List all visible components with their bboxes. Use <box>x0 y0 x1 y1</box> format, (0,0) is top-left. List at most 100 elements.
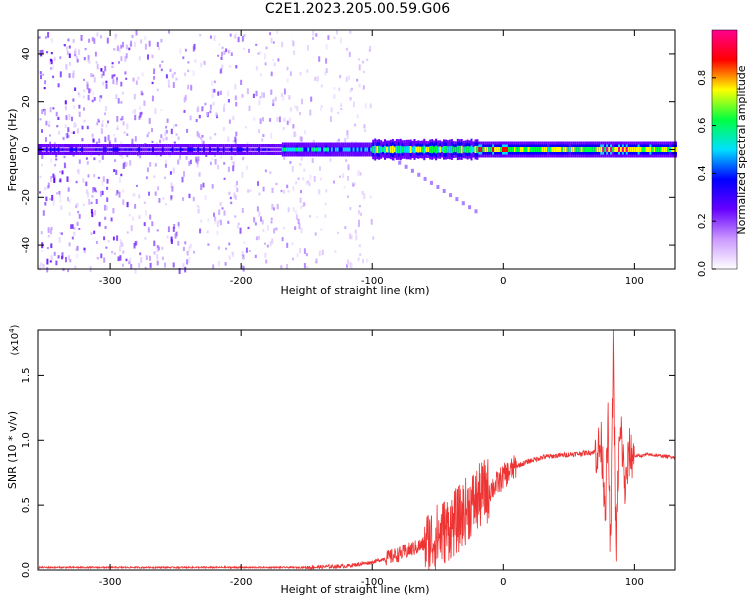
band-core <box>539 147 542 152</box>
noise-speckle <box>286 184 289 189</box>
noise-speckle <box>282 95 285 101</box>
noise-speckle <box>255 90 258 97</box>
band-core <box>500 147 502 152</box>
x-tick-label: 0 <box>500 276 506 287</box>
noise-speckle <box>76 202 79 207</box>
noise-speckle <box>115 94 118 100</box>
noise-speckle <box>120 81 123 87</box>
noise-speckle <box>349 97 352 101</box>
band-core <box>222 148 225 151</box>
noise-speckle <box>342 173 345 178</box>
band-core <box>126 148 129 151</box>
noise-speckle <box>102 176 105 182</box>
noise-speckle <box>358 58 360 61</box>
x-tick-label: 100 <box>625 276 644 287</box>
noise-speckle <box>287 190 290 193</box>
band-core <box>592 147 595 152</box>
noise-speckle <box>219 90 222 95</box>
snr-ticks: -300 -200 -100 0 100 0.0 0.5 1.0 1.5 <box>21 330 675 588</box>
noise-speckle <box>68 212 71 216</box>
noise-speckle <box>120 44 123 49</box>
snr-xlabel: Height of straight line (km) <box>280 583 429 596</box>
noise-speckle <box>185 156 188 160</box>
noise-speckle <box>188 246 191 253</box>
band-core <box>574 147 577 152</box>
noise-speckle <box>156 247 159 253</box>
noise-speckle <box>50 255 53 261</box>
noise-speckle <box>320 105 323 108</box>
band-core <box>641 147 644 152</box>
noise-speckle <box>86 161 89 165</box>
band-core <box>181 148 184 151</box>
noise-speckle <box>74 87 77 91</box>
band-core <box>301 147 304 152</box>
noise-speckle <box>116 77 118 82</box>
noise-speckle <box>119 255 122 261</box>
noise-speckle <box>164 163 167 168</box>
noise-speckle <box>145 176 148 180</box>
noise-speckle <box>223 50 226 55</box>
noise-speckle <box>300 136 303 142</box>
noise-speckle <box>139 252 142 256</box>
band-core <box>388 146 390 153</box>
noise-speckle <box>198 133 201 139</box>
noise-speckle <box>90 154 93 158</box>
band-core <box>53 148 56 151</box>
noise-speckle <box>91 195 94 198</box>
noise-speckle <box>105 205 108 211</box>
tail-point <box>468 205 472 210</box>
noise-speckle <box>105 246 108 249</box>
noise-speckle <box>100 95 103 99</box>
band-core <box>197 148 200 151</box>
band-core <box>100 148 103 151</box>
noise-speckle <box>347 195 349 198</box>
noise-speckle <box>78 228 81 230</box>
noise-speckle <box>213 80 216 84</box>
band-core <box>61 148 64 151</box>
noise-speckle <box>358 64 361 71</box>
noise-speckle <box>241 207 244 213</box>
noise-speckle <box>76 221 79 226</box>
noise-speckle <box>216 221 219 227</box>
noise-speckle <box>362 85 365 90</box>
noise-speckle <box>232 254 235 257</box>
noise-speckle <box>92 92 95 96</box>
noise-speckle <box>295 214 298 220</box>
band-core <box>163 148 166 151</box>
noise-speckle <box>289 161 292 164</box>
noise-speckle <box>213 212 215 217</box>
noise-speckle <box>223 162 226 165</box>
noise-speckle <box>255 236 258 241</box>
noise-speckle <box>48 58 51 65</box>
noise-speckle <box>46 267 49 273</box>
noise-speckle <box>358 83 361 88</box>
noise-speckle <box>73 105 76 109</box>
noise-speckle <box>67 268 70 273</box>
band-core <box>45 148 48 151</box>
noise-speckle <box>164 262 166 268</box>
noise-speckle <box>135 30 138 36</box>
noise-speckle <box>230 201 233 205</box>
band-core <box>476 145 479 154</box>
band-core <box>138 148 141 151</box>
noise-speckle <box>207 243 210 246</box>
noise-speckle <box>154 108 157 114</box>
noise-speckle <box>232 140 235 143</box>
noise-speckle <box>211 88 214 94</box>
band-core <box>604 147 607 152</box>
band-core <box>327 147 329 152</box>
band-core <box>91 148 94 151</box>
noise-speckle <box>59 195 62 198</box>
noise-speckle <box>213 88 216 93</box>
noise-speckle <box>159 64 162 68</box>
noise-speckle <box>218 219 221 224</box>
band-core <box>553 147 556 152</box>
band-core <box>620 147 622 152</box>
noise-speckle <box>76 58 79 63</box>
noise-speckle <box>291 242 294 245</box>
noise-speckle <box>291 165 294 172</box>
noise-speckle <box>77 92 80 96</box>
noise-speckle <box>350 263 353 269</box>
band-core <box>317 147 320 152</box>
noise-speckle <box>258 192 261 196</box>
